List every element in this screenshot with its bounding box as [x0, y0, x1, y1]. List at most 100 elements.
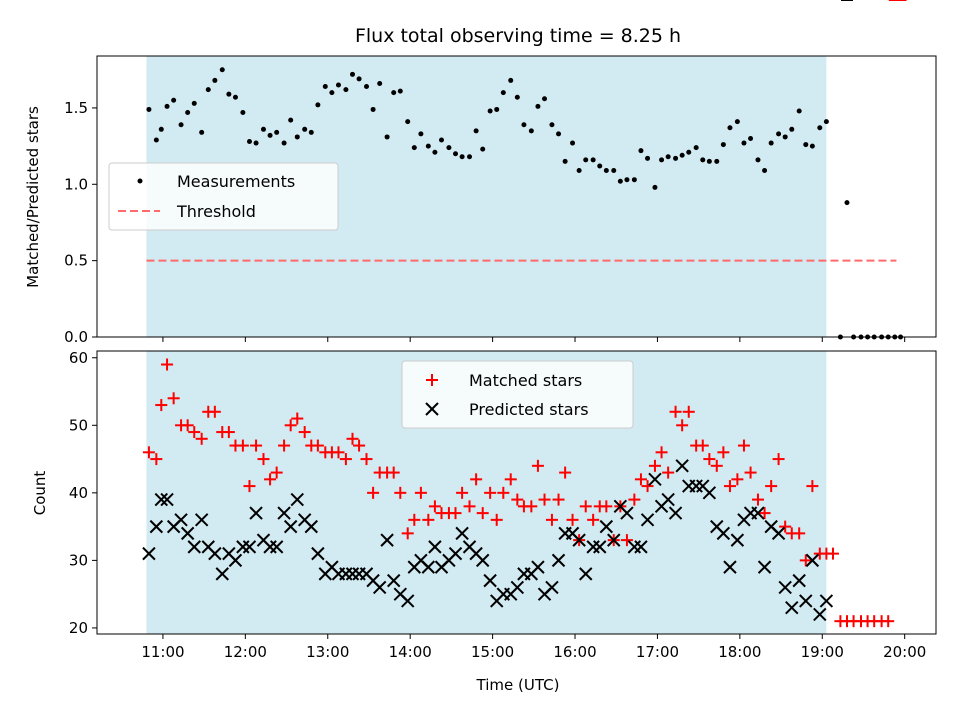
measurement-point [673, 155, 679, 161]
matched-star-point [504, 473, 517, 486]
measurement-point [356, 76, 362, 82]
measurement-point [397, 88, 403, 94]
measurement-point [549, 122, 555, 128]
matched-star-point [250, 439, 263, 452]
predicted-star-point [290, 492, 304, 507]
matched-star-point [799, 554, 812, 567]
measurement-point [302, 126, 308, 132]
predicted-star-point [421, 560, 436, 574]
measurement-point [158, 126, 164, 132]
matched-star-point [208, 405, 221, 418]
predicted-star-point [249, 506, 263, 520]
predicted-star-point [180, 526, 195, 541]
measurement-point [535, 103, 541, 109]
measurement-point [624, 177, 630, 183]
matched-star-point [826, 547, 839, 560]
measurement-point [364, 84, 370, 90]
matched-star-point [394, 486, 407, 499]
measurement-point [562, 158, 568, 164]
y-tick-label: 0.5 [64, 252, 88, 270]
matched-star-point [387, 466, 400, 479]
measurement-point [329, 90, 335, 96]
y-tick-label: 40 [69, 484, 88, 502]
measurement-point [343, 87, 349, 93]
predicted-star-point [751, 506, 765, 520]
measurement-point [665, 154, 671, 160]
x-tick-label: 17:00 [636, 643, 679, 661]
measurement-point [789, 126, 795, 132]
ratio-legend: Measurements Threshold [108, 162, 339, 231]
matched-star-point [236, 439, 249, 452]
measurement-point [617, 178, 623, 184]
predicted-star-point [187, 540, 201, 554]
measurement-point [631, 177, 637, 183]
chart-title: Flux total observing time = 8.25 h [355, 25, 681, 47]
measurement-point [411, 145, 417, 151]
matched-star-point [641, 480, 654, 493]
matched-star-point [401, 527, 414, 540]
predicted-star-point [757, 560, 772, 574]
measurement-point [762, 168, 768, 174]
measurement-point [240, 110, 246, 116]
measurement-point [446, 145, 452, 151]
counts-y-axis-label: Count [31, 471, 49, 516]
measurement-point [418, 131, 424, 137]
predicted-star-point [572, 533, 586, 547]
predicted-star-point [599, 519, 614, 534]
legend-threshold-label: Threshold [176, 202, 256, 221]
predicted-star-point [448, 546, 463, 561]
measurement-point [500, 90, 506, 96]
matched-star-point [628, 493, 641, 506]
measurement-point [782, 134, 788, 140]
measurement-point [693, 145, 699, 151]
measurement-point [652, 184, 658, 190]
matched-star-point [408, 513, 421, 526]
y-tick-label: 50 [69, 416, 88, 434]
measurement-point [153, 137, 159, 143]
predicted-star-point [483, 573, 497, 588]
matched-star-point [278, 439, 291, 452]
matched-star-point [655, 446, 668, 459]
measurement-point [521, 122, 527, 128]
predicted-star-point [428, 540, 442, 554]
measurement-point [232, 94, 238, 100]
measurement-point [638, 148, 644, 154]
predicted-star-point [607, 533, 621, 547]
measurement-point [349, 71, 355, 77]
matched-star-point [669, 405, 682, 418]
predicted-star-point [723, 560, 737, 574]
measurement-point [706, 158, 712, 164]
measurement-point [659, 157, 665, 163]
predicted-star-point [510, 580, 525, 595]
predicted-star-point [154, 492, 168, 507]
predicted-star-point [174, 513, 188, 527]
measurement-point [720, 142, 726, 148]
measurement-point [556, 131, 562, 137]
predicted-star-point [620, 506, 634, 520]
measurement-point [377, 80, 383, 86]
x-tick-label: 16:00 [553, 643, 596, 661]
matched-star-point [270, 466, 283, 479]
matched-star-point [772, 453, 785, 466]
matched-star-point [243, 480, 256, 493]
matched-star-point [291, 412, 304, 425]
matched-star-point [511, 493, 524, 506]
measurement-point [714, 158, 720, 164]
predicted-star-point [372, 580, 387, 595]
predicted-star-point [668, 506, 683, 520]
predicted-star-point [228, 553, 243, 568]
predicted-star-point [730, 533, 745, 547]
measurement-point [191, 100, 197, 106]
measurement-point [288, 117, 294, 123]
measurement-point [844, 200, 850, 206]
matched-star-point [806, 480, 819, 493]
matched-star-point [751, 493, 764, 506]
matched-star-point [155, 399, 168, 412]
measurement-point [322, 84, 328, 90]
measurement-point [315, 102, 321, 108]
measurement-point [432, 149, 438, 155]
measurement-point [260, 126, 266, 132]
measurement-point [611, 168, 617, 174]
matched-star-point [723, 480, 736, 493]
legend-measurements-label: Measurements [177, 172, 295, 191]
